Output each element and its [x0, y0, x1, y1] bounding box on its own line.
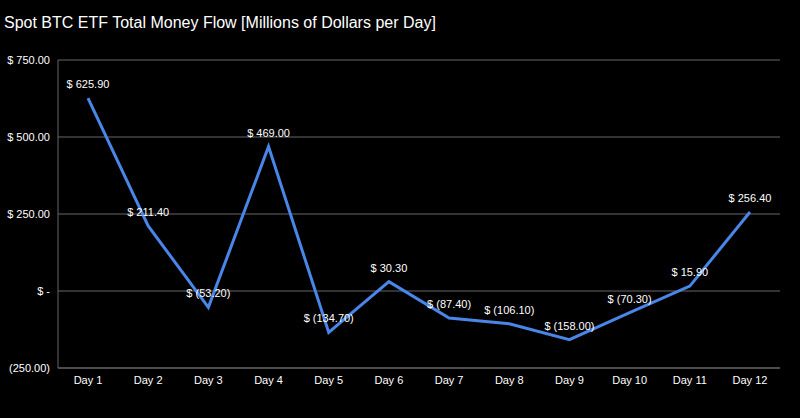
- svg-text:$ -: $ -: [37, 285, 50, 297]
- svg-text:$ (53.20): $ (53.20): [186, 287, 230, 299]
- svg-text:(250.00): (250.00): [9, 362, 50, 374]
- svg-text:$ 500.00: $ 500.00: [8, 131, 50, 143]
- svg-text:Day 4: Day 4: [254, 374, 283, 386]
- svg-text:Day 6: Day 6: [375, 374, 404, 386]
- svg-text:Day 11: Day 11: [673, 374, 707, 386]
- svg-text:$ 256.40: $ 256.40: [729, 192, 772, 204]
- svg-text:$ (158.00): $ (158.00): [544, 320, 594, 332]
- svg-text:Day 5: Day 5: [314, 374, 343, 386]
- svg-text:$ 250.00: $ 250.00: [8, 208, 50, 220]
- svg-text:$ 15.90: $ 15.90: [671, 266, 708, 278]
- svg-text:$ 30.30: $ 30.30: [371, 262, 408, 274]
- svg-text:Day 7: Day 7: [435, 374, 464, 386]
- svg-text:$ 625.90: $ 625.90: [67, 78, 110, 90]
- svg-text:Day 12: Day 12: [733, 374, 768, 386]
- svg-text:$ (70.30): $ (70.30): [608, 293, 652, 305]
- svg-text:Day 9: Day 9: [555, 374, 584, 386]
- svg-text:$ (106.10): $ (106.10): [484, 304, 534, 316]
- svg-text:Day 3: Day 3: [194, 374, 223, 386]
- svg-text:$ (134.70): $ (134.70): [304, 312, 354, 324]
- svg-text:$ 750.00: $ 750.00: [8, 54, 50, 66]
- svg-text:Day 2: Day 2: [134, 374, 163, 386]
- svg-text:$ (87.40): $ (87.40): [427, 298, 471, 310]
- html-text:Spot BTC ETF Total Money Flow: Spot BTC ETF Total Money Flow [Millions …: [4, 14, 436, 31]
- svg-text:$ 469.00: $ 469.00: [247, 127, 290, 139]
- svg-text:Day 8: Day 8: [495, 374, 524, 386]
- svg-text:Day 10: Day 10: [612, 374, 647, 386]
- svg-text:$ 211.40: $ 211.40: [127, 206, 169, 218]
- svg-text:Day 1: Day 1: [74, 374, 103, 386]
